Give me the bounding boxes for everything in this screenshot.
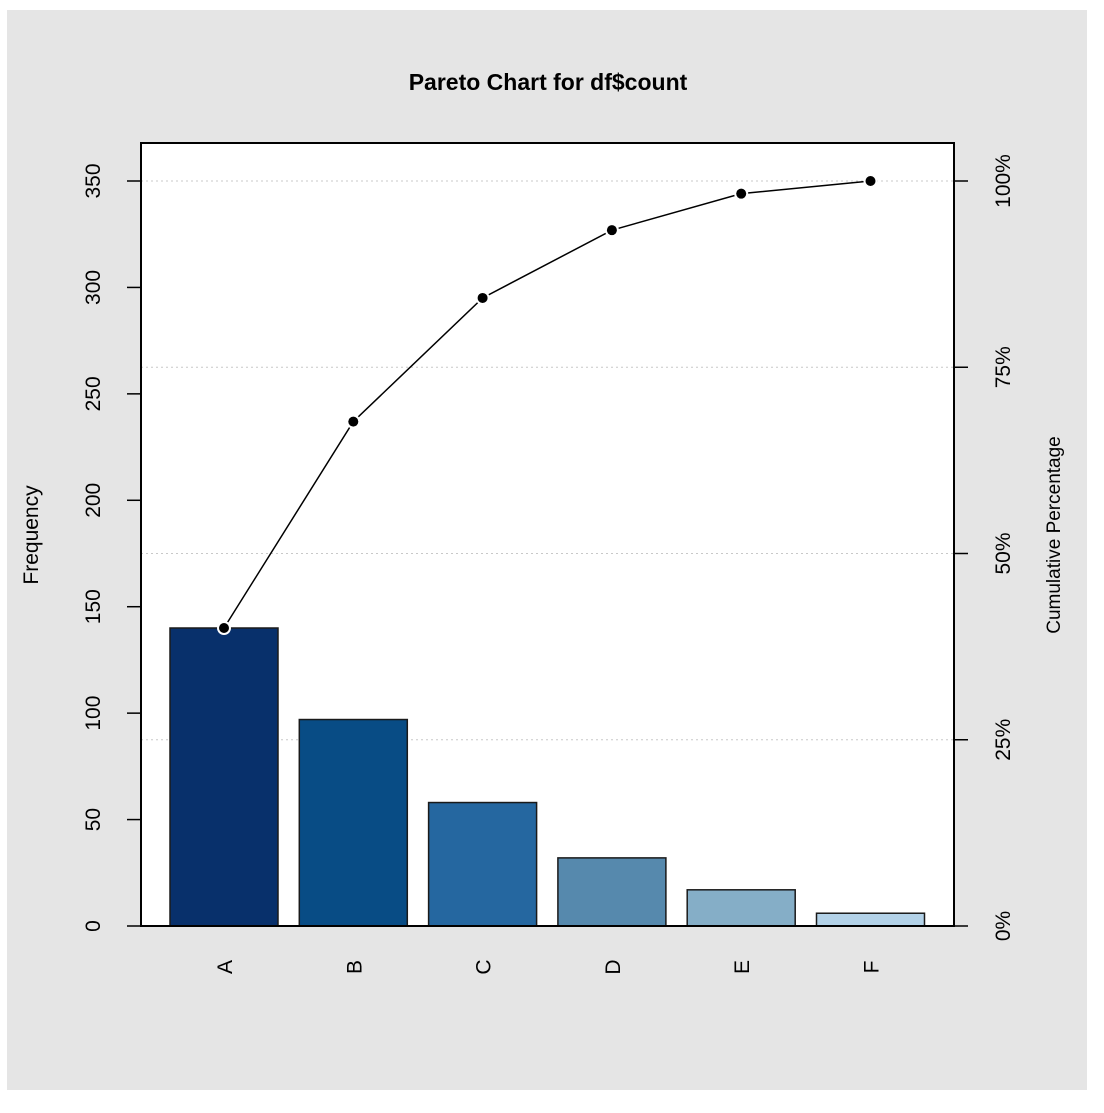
cumulative-point-A xyxy=(219,623,229,633)
y-tick-label: 300 xyxy=(82,270,105,305)
cumulative-point-C xyxy=(477,292,488,303)
y-tick-label: 150 xyxy=(82,589,105,624)
x-tick-label-F: F xyxy=(861,961,884,974)
y-tick-label: 100 xyxy=(82,696,105,731)
y2-axis-label: Cumulative Percentage xyxy=(1044,436,1065,634)
chart-title: Pareto Chart for df$count xyxy=(409,69,688,95)
y-tick-label: 200 xyxy=(82,483,105,518)
y-tick-label: 50 xyxy=(82,808,105,831)
plot-frame xyxy=(140,142,955,927)
left-axis: 0 50 100 150 200 250 300 350 xyxy=(82,163,141,932)
y2-tick-label: 25% xyxy=(992,719,1015,761)
bar-E xyxy=(686,889,796,927)
cumulative-line xyxy=(217,174,878,635)
x-tick-label-B: B xyxy=(343,960,366,974)
bar-D xyxy=(557,857,667,927)
y2-tick-label: 75% xyxy=(992,346,1015,388)
right-axis: 0% 25% 50% 75% 100% xyxy=(954,154,1015,941)
x-tick-label-D: D xyxy=(602,959,625,974)
x-tick-label-E: E xyxy=(731,960,754,974)
bar-B xyxy=(298,718,409,927)
bar-A xyxy=(169,627,279,927)
cumulative-point-B xyxy=(348,416,359,427)
x-tick-label-C: C xyxy=(473,959,496,974)
bar-C xyxy=(427,801,538,927)
y-tick-label: 0 xyxy=(82,920,105,932)
y2-tick-label: 100% xyxy=(992,154,1015,208)
y-tick-label: 250 xyxy=(82,376,105,411)
y-axis-label: Frequency xyxy=(20,485,43,585)
x-axis: A B C D E F xyxy=(214,959,884,974)
cumulative-point-F xyxy=(865,176,876,186)
x-tick-label-A: A xyxy=(214,960,237,974)
cumulative-point-E xyxy=(736,188,747,199)
y2-tick-label: 50% xyxy=(992,532,1015,574)
cumulative-polyline xyxy=(223,180,871,629)
y2-tick-label: 0% xyxy=(992,911,1015,941)
y-tick-label: 350 xyxy=(82,163,105,198)
cumulative-point-D xyxy=(606,225,617,236)
bar-F xyxy=(815,912,926,927)
